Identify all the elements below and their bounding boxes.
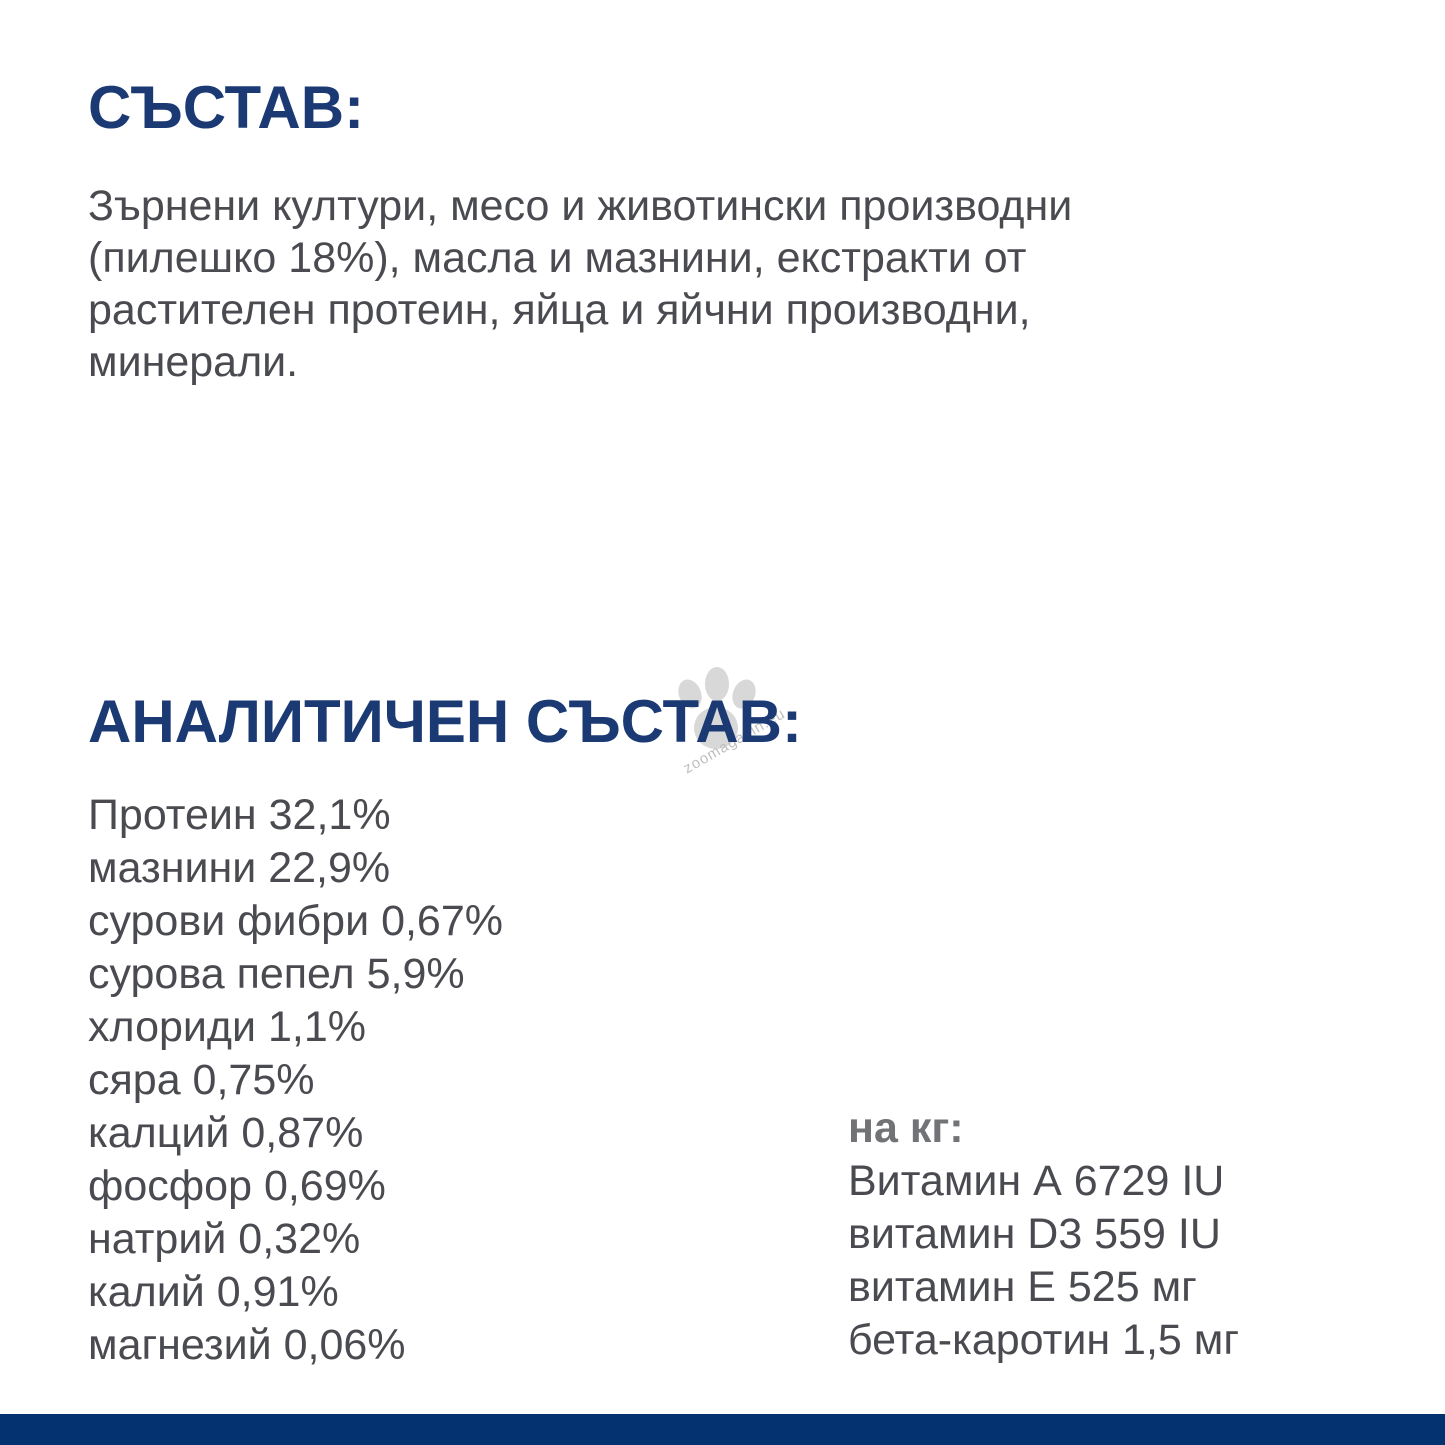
- per-kg-label: на кг:: [848, 1104, 964, 1152]
- nutrient-item: сурови фибри 0,67%: [88, 897, 503, 945]
- composition-heading: СЪСТАВ:: [88, 74, 365, 141]
- vitamin-item: бета-каротин 1,5 мг: [848, 1316, 1240, 1364]
- vitamin-item: витамин Е 525 мг: [848, 1263, 1197, 1311]
- nutrient-item: Протеин 32,1%: [88, 791, 391, 839]
- nutrient-item: магнезий 0,06%: [88, 1321, 406, 1369]
- nutrient-item: хлориди 1,1%: [88, 1003, 366, 1051]
- vitamin-item: витамин D3 559 IU: [848, 1210, 1221, 1258]
- nutrient-item: калий 0,91%: [88, 1268, 339, 1316]
- nutrient-item: натрий 0,32%: [88, 1215, 361, 1263]
- vitamin-item: Витамин А 6729 IU: [848, 1157, 1225, 1205]
- composition-line: (пилешко 18%), масла и мазнини, екстракт…: [88, 234, 1027, 282]
- nutrient-list: Протеин 32,1% мазнини 22,9% сурови фибри…: [88, 789, 503, 1372]
- nutrient-item: сурова пепел 5,9%: [88, 950, 465, 998]
- composition-line: растителен протеин, яйца и яйчни произво…: [88, 286, 1031, 334]
- per-kg-column: на кг: Витамин А 6729 IU витамин D3 559 …: [848, 1102, 1239, 1367]
- composition-text: Зърнени култури, месо и животински произ…: [88, 180, 1072, 388]
- composition-line: Зърнени култури, месо и животински произ…: [88, 182, 1073, 230]
- paw-print-icon: [678, 667, 756, 749]
- nutrient-item: мазнини 22,9%: [88, 844, 391, 892]
- nutrient-item: сяра 0,75%: [88, 1056, 315, 1104]
- nutrient-item: калций 0,87%: [88, 1109, 364, 1157]
- footer-bar: [0, 1414, 1445, 1445]
- nutrient-item: фосфор 0,69%: [88, 1162, 386, 1210]
- composition-line: минерали.: [88, 338, 299, 386]
- analytical-heading: АНАЛИТИЧЕН СЪСТАВ:: [88, 688, 802, 755]
